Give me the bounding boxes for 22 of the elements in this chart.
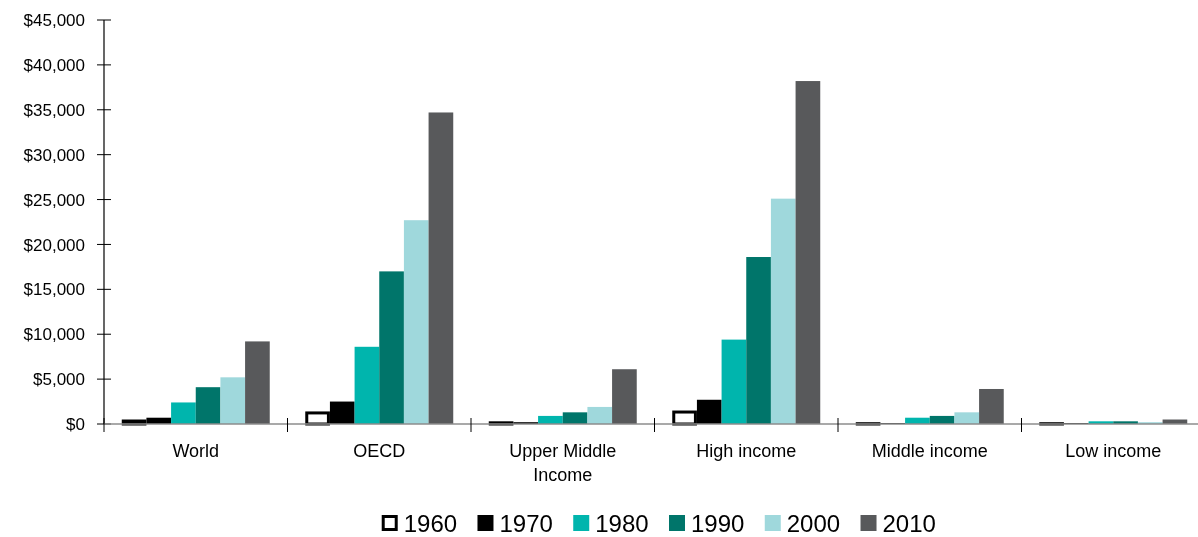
y-tick-label: $0 <box>66 415 85 435</box>
y-tick-label: $20,000 <box>23 235 85 255</box>
legend-label: 2010 <box>882 509 936 537</box>
legend-label: 1960 <box>403 509 458 537</box>
y-tick-label: $45,000 <box>23 11 85 31</box>
x-tick-label: World <box>172 441 220 462</box>
legend-label: 1970 <box>499 509 553 537</box>
legend-label: 1990 <box>691 509 745 537</box>
legend-label: 1980 <box>595 509 649 537</box>
legend-label: 2000 <box>786 509 841 537</box>
x-tick-label: OECD <box>353 441 406 462</box>
y-tick-label: $10,000 <box>23 325 85 345</box>
x-tick-label: High income <box>696 441 797 462</box>
y-tick-label: $40,000 <box>23 56 85 76</box>
x-tick-label: Upper Middle Income <box>509 441 617 485</box>
y-tick-label: $30,000 <box>23 145 85 165</box>
x-tick-label: Middle income <box>871 441 988 462</box>
y-tick-label: $25,000 <box>23 190 85 210</box>
y-tick-label: $15,000 <box>23 280 85 300</box>
y-tick-label: $5,000 <box>33 370 85 390</box>
x-tick-label: Low income <box>1065 441 1162 462</box>
y-tick-label: $35,000 <box>23 100 85 120</box>
